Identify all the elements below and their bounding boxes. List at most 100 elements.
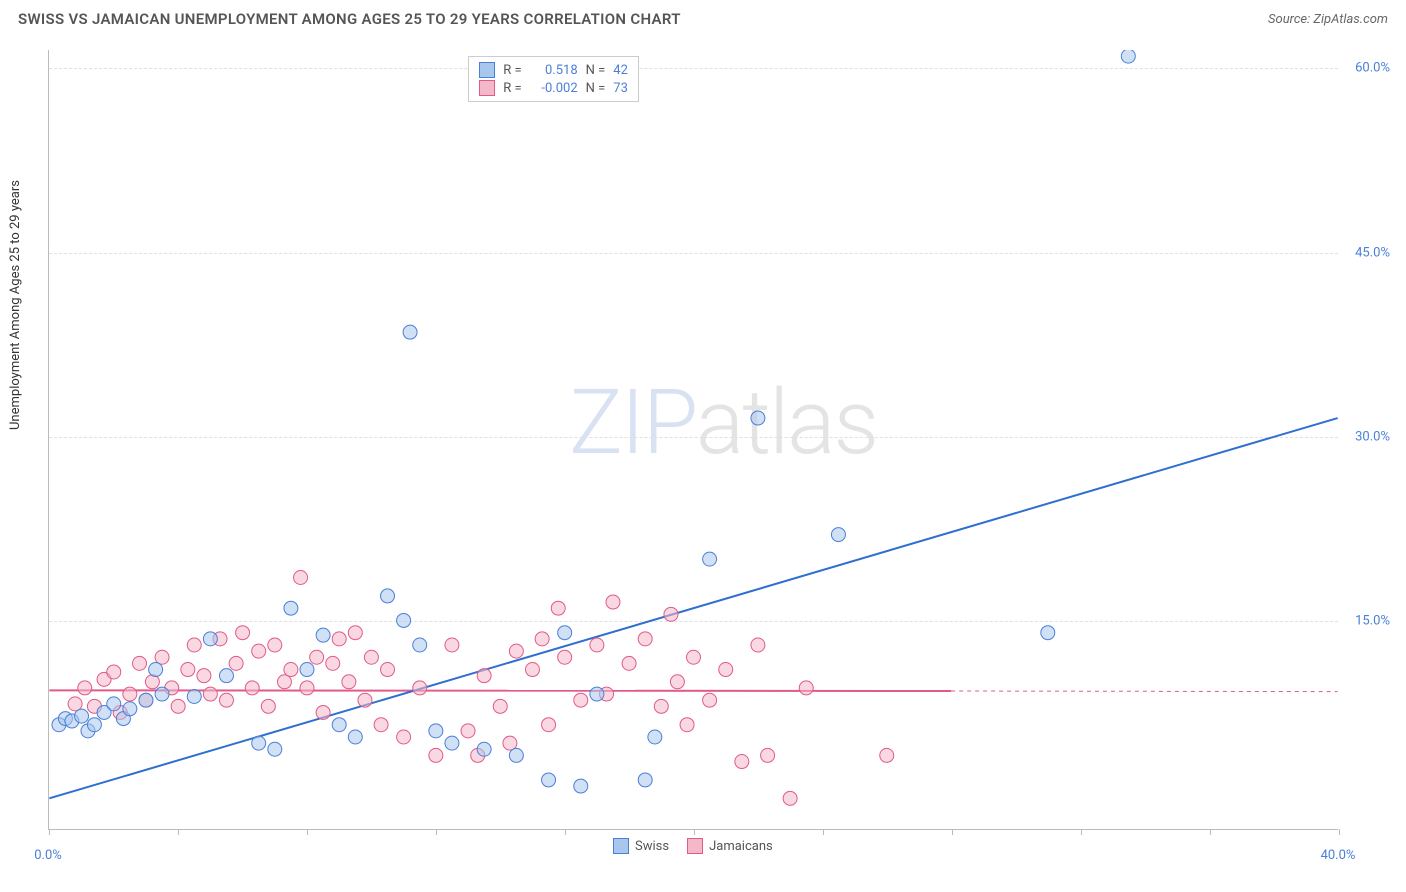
jamaicans-point [509,644,523,658]
swiss-point [590,687,604,701]
swiss-point [187,690,201,704]
swiss-point [203,632,217,646]
legend: Swiss Jamaicans [613,838,773,854]
x-tick [307,829,308,835]
swiss-point [300,663,314,677]
y-tick-label: 30.0% [1355,429,1390,444]
chart-container: ZIPatlas 15.0%30.0%45.0%60.0% R = 0.518 … [48,50,1388,850]
jamaicans-point [203,687,217,701]
correlation-box: R = 0.518 N = 42 R = -0.002 N = 73 [468,56,639,102]
jamaicans-point [364,650,378,664]
jamaicans-point [493,699,507,713]
x-tick [1210,829,1211,835]
x-tick [823,829,824,835]
y-tick-label: 45.0% [1355,245,1390,260]
n-prefix: N = [586,81,606,96]
jamaicans-point [107,665,121,679]
y-tick-label: 60.0% [1355,61,1390,76]
swiss-point [284,601,298,615]
swiss-point [648,730,662,744]
swiss-point [316,628,330,642]
swiss-point [1041,626,1055,640]
jamaicans-point [654,699,668,713]
swiss-point [477,742,491,756]
swiss-trendline [49,418,1337,798]
r-value: -0.002 [530,81,578,96]
swiss-point [558,626,572,640]
jamaicans-point [342,675,356,689]
jamaicans-point [123,687,137,701]
swiss-point [381,589,395,603]
jamaicans-point [236,626,250,640]
y-tick-label: 15.0% [1355,614,1390,629]
jamaicans-point [133,656,147,670]
jamaicans-trendline-dash [951,691,1338,692]
jamaicans-trendline [49,690,951,691]
x-tick [952,829,953,835]
legend-label: Swiss [635,839,669,854]
jamaicans-point [558,650,572,664]
jamaicans-point [606,595,620,609]
jamaicans-point [310,650,324,664]
jamaicans-point [145,675,159,689]
swiss-point [1121,50,1135,63]
jamaicans-point [294,571,308,585]
legend-swatch [479,62,495,78]
r-value: 0.518 [530,63,578,78]
jamaicans-point [187,638,201,652]
jamaicans-point [703,693,717,707]
swiss-point [403,325,417,339]
jamaicans-point [252,644,266,658]
jamaicans-point [664,607,678,621]
jamaicans-point [622,656,636,670]
jamaicans-point [181,663,195,677]
plot-area: ZIPatlas 15.0%30.0%45.0%60.0% R = 0.518 … [48,50,1338,830]
r-prefix: R = [503,63,521,78]
jamaicans-point [429,748,443,762]
scatter-svg [49,50,1338,829]
jamaicans-point [503,736,517,750]
swiss-point [149,663,163,677]
jamaicans-point [326,656,340,670]
n-prefix: N = [586,63,606,78]
jamaicans-point [245,681,259,695]
jamaicans-point [229,656,243,670]
swiss-point [638,773,652,787]
jamaicans-point [358,693,372,707]
x-tick-label-max: 40.0% [1321,848,1356,863]
swiss-point [107,697,121,711]
jamaicans-point [445,638,459,652]
correlation-row: R = 0.518 N = 42 [479,61,628,79]
jamaicans-point [751,638,765,652]
jamaicans-point [525,663,539,677]
x-tick [1339,829,1340,835]
x-tick [178,829,179,835]
x-tick [436,829,437,835]
jamaicans-point [300,681,314,695]
x-tick [1081,829,1082,835]
x-tick [49,829,50,835]
jamaicans-point [413,681,427,695]
jamaicans-point [542,718,556,732]
jamaicans-point [880,748,894,762]
jamaicans-point [171,699,185,713]
swiss-point [831,528,845,542]
swiss-point [574,779,588,793]
jamaicans-point [316,705,330,719]
legend-swatch [613,838,629,854]
jamaicans-point [799,681,813,695]
legend-item-swiss: Swiss [613,838,669,854]
swiss-point [542,773,556,787]
jamaicans-point [761,748,775,762]
jamaicans-point [687,650,701,664]
chart-title: SWISS VS JAMAICAN UNEMPLOYMENT AMONG AGE… [18,10,681,28]
swiss-point [348,730,362,744]
swiss-point [75,709,89,723]
jamaicans-point [332,632,346,646]
legend-item-jamaicans: Jamaicans [687,838,773,854]
jamaicans-point [68,697,82,711]
jamaicans-point [590,638,604,652]
swiss-point [413,638,427,652]
swiss-point [751,411,765,425]
swiss-point [252,736,266,750]
